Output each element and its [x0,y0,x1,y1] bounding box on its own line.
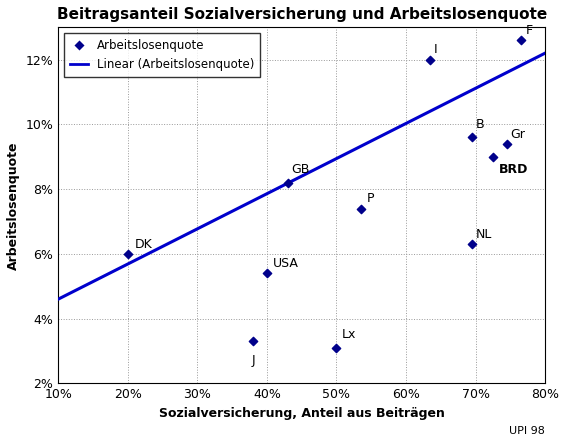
Point [468,241,477,248]
Text: Gr: Gr [511,127,525,141]
Legend: Arbeitslosenquote, Linear (Arbeitslosenquote): Arbeitslosenquote, Linear (Arbeitslosenq… [64,33,260,77]
Point [426,56,435,63]
Title: Beitragsanteil Sozialversicherung und Arbeitslosenquote: Beitragsanteil Sozialversicherung und Ar… [57,7,547,22]
X-axis label: Sozialversicherung, Anteil aus Beiträgen: Sozialversicherung, Anteil aus Beiträgen [158,407,444,420]
Text: USA: USA [272,257,298,270]
Text: DK: DK [135,238,152,250]
Text: UPI 98: UPI 98 [509,426,545,436]
Point [248,338,258,345]
Point [263,270,272,277]
Point [332,344,341,351]
Point [488,153,498,160]
Text: BRD: BRD [499,163,528,176]
Text: F: F [526,24,533,37]
Point [502,140,511,147]
Point [356,205,365,212]
Text: B: B [475,118,484,131]
Text: P: P [366,192,374,206]
Point [516,37,525,44]
Y-axis label: Arbeitslosenquote: Arbeitslosenquote [7,141,20,269]
Point [123,250,132,258]
Text: J: J [251,354,255,367]
Text: GB: GB [291,163,310,176]
Text: NL: NL [475,228,492,241]
Text: Lx: Lx [342,328,357,341]
Text: I: I [434,43,438,56]
Point [283,179,292,186]
Point [468,134,477,141]
